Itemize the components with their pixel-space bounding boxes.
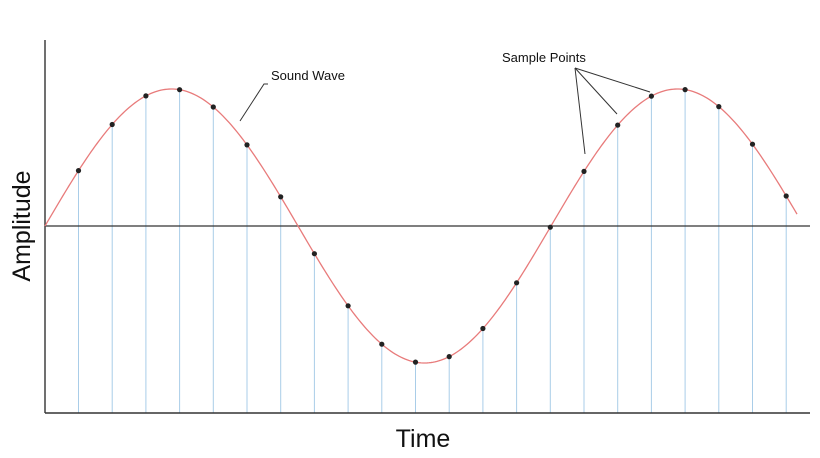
- sample-point: [379, 341, 385, 347]
- sample-lines: [78, 89, 787, 413]
- sample-point: [581, 168, 587, 174]
- sample-point: [278, 194, 284, 200]
- sample-point: [412, 359, 419, 365]
- sample-point: [514, 280, 520, 286]
- sample-point: [75, 168, 82, 174]
- sound-wave-label: Sound Wave: [271, 68, 345, 83]
- sample-point: [177, 87, 183, 93]
- sample-point: [783, 193, 789, 199]
- sample-points-label: Sample Points: [502, 50, 586, 65]
- sample-point: [682, 87, 688, 93]
- sample-point: [345, 303, 351, 309]
- sample-point: [244, 142, 250, 148]
- sound-wave-curve: [44, 88, 798, 364]
- sample-point: [615, 122, 621, 128]
- sample-point: [311, 251, 317, 257]
- sample-point: [446, 354, 452, 360]
- sample-point: [210, 104, 216, 110]
- x-axis-title: Time: [396, 425, 451, 453]
- sample-point: [143, 93, 149, 99]
- sample-point: [749, 141, 756, 147]
- sample-point: [109, 121, 115, 128]
- sample-point: [716, 104, 722, 110]
- sample-points: [75, 87, 789, 365]
- y-axis-title: Amplitude: [8, 170, 36, 281]
- sample-point: [480, 325, 486, 332]
- sample-point: [547, 224, 553, 230]
- sample-points-pointers: [574, 67, 651, 155]
- sample-point: [648, 93, 655, 99]
- sound-wave-pointer: [239, 83, 268, 122]
